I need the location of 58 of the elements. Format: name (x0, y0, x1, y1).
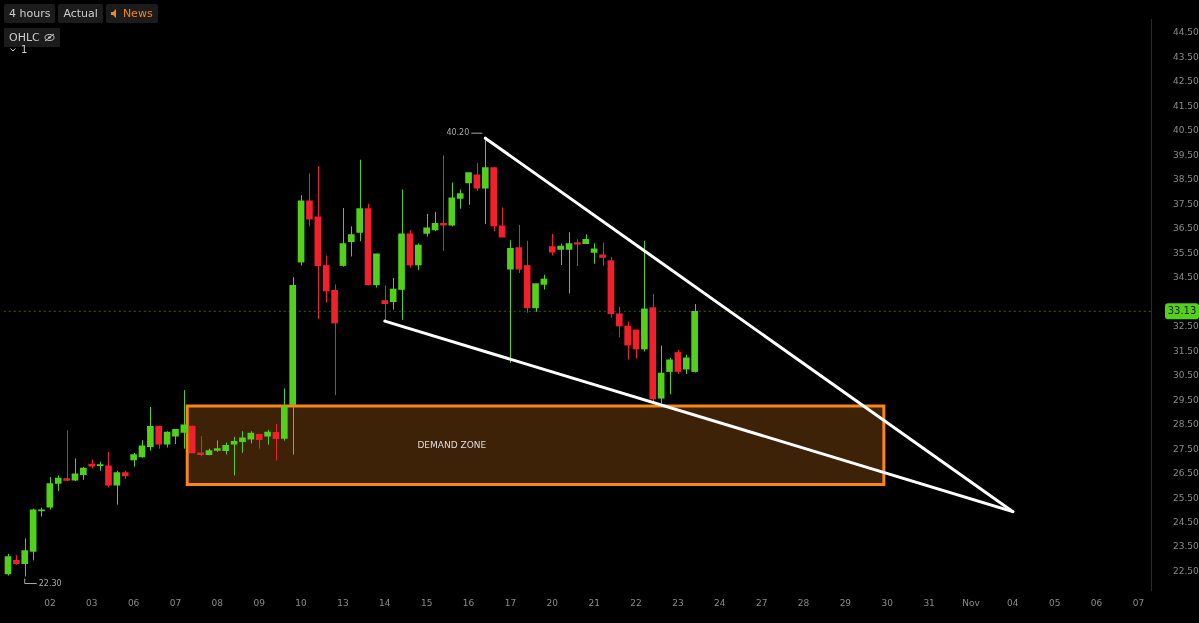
y-tick-label: 38.50 (1173, 174, 1199, 185)
annotation: 22.30 (38, 578, 62, 588)
y-tick-label: 34.50 (1173, 272, 1199, 283)
annotation: OHLC (9, 31, 40, 44)
x-tick-label: 06 (1090, 597, 1103, 608)
x-tick-label: 16 (462, 597, 475, 608)
y-tick-label: 22.50 (1173, 565, 1199, 576)
x-tick-label: 17 (504, 597, 517, 608)
y-tick-label: 24.50 (1173, 517, 1199, 527)
x-tick-label: 03 (86, 597, 98, 608)
y-tick-label: 26.50 (1173, 468, 1199, 479)
y-tick-label: 29.50 (1173, 394, 1199, 405)
y-tick-label: 28.50 (1173, 419, 1199, 430)
y-tick-label: 41.50 (1173, 100, 1199, 111)
x-tick-label: 28 (797, 597, 810, 608)
y-tick-label: 32.50 (1173, 321, 1199, 332)
x-tick-label: 29 (839, 597, 852, 608)
y-tick-label: 27.50 (1173, 443, 1199, 454)
x-tick-label: 23 (672, 597, 684, 608)
y-tick-label: 25.50 (1173, 492, 1199, 503)
x-tick-label: 24 (714, 597, 726, 608)
band-label: DEMAND ZONE (417, 439, 487, 450)
x-tick-label: 30 (881, 597, 894, 608)
x-tick-label: 31 (923, 597, 935, 608)
y-tick-label: 37.50 (1173, 198, 1199, 209)
y-tick-label: 39.50 (1173, 149, 1199, 160)
annotation: 4 hours (9, 7, 51, 20)
y-tick-label: 31.50 (1173, 345, 1199, 356)
annotation: 40.20 (446, 128, 470, 138)
y-tick-label: 40.50 (1173, 125, 1199, 136)
x-tick-label: 10 (295, 597, 308, 608)
x-tick-label: 21 (588, 597, 600, 608)
annotation: 1 (21, 44, 28, 55)
y-tick-label: 42.50 (1173, 76, 1199, 87)
x-tick-label: 05 (1048, 597, 1061, 608)
x-tick-label: 09 (253, 597, 266, 608)
x-tick-label: 07 (169, 597, 182, 608)
y-tick-label: 43.50 (1173, 51, 1199, 62)
x-tick-label: 15 (420, 597, 433, 608)
x-tick-label: Nov (962, 597, 981, 608)
y-tick-label: 23.50 (1173, 541, 1199, 552)
y-tick-label: 30.50 (1173, 370, 1199, 381)
ref-line-label: 33.13 (1167, 304, 1197, 316)
x-tick-label: 08 (211, 597, 224, 608)
x-tick-label: 07 (1132, 597, 1145, 608)
x-tick-label: 06 (127, 597, 140, 608)
x-tick-label: 14 (379, 597, 391, 608)
x-tick-label: 27 (755, 597, 768, 608)
x-tick-label: 13 (337, 597, 349, 608)
x-tick-label: 02 (44, 597, 56, 608)
y-tick-label: 35.50 (1173, 247, 1199, 258)
annotation: Actual (63, 7, 98, 20)
annotation: News (122, 7, 153, 20)
y-tick-label: 44.50 (1173, 27, 1199, 38)
y-tick-label: 36.50 (1173, 223, 1199, 234)
x-tick-label: 22 (630, 597, 642, 608)
x-tick-label: 20 (546, 597, 559, 608)
x-tick-label: 04 (1007, 597, 1019, 608)
